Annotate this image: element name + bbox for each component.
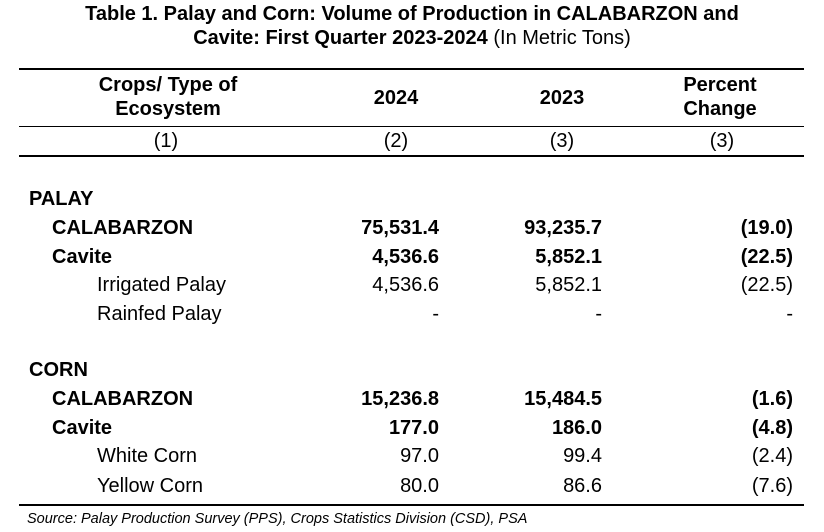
table-title-unit: (In Metric Tons) <box>487 27 631 49</box>
table-bottom-rule <box>19 504 804 506</box>
percent-change: (1.6) <box>751 388 793 410</box>
table-title-line2-bold: Cavite: First Quarter 2023-2024 <box>193 27 488 49</box>
column-header-percent-line1: Percent <box>683 74 757 96</box>
percent-change: (22.5) <box>740 246 793 268</box>
percent-change: - <box>786 303 793 325</box>
column-header-crops-line2: Ecosystem <box>115 98 221 120</box>
table-row: PALAY <box>0 185 824 213</box>
column-header-percent-change: Percent Change <box>660 73 780 121</box>
value-2024: 177.0 <box>388 417 439 439</box>
header-bottom-rule <box>19 155 804 157</box>
value-2023: 5,852.1 <box>535 274 602 296</box>
column-header-crops-line1: Crops/ Type of <box>98 74 238 96</box>
value-2024: - <box>432 303 439 325</box>
table-row: White Corn 97.0 99.4 (2.4) <box>0 442 824 470</box>
table-row: CALABARZON 15,236.8 15,484.5 (1.6) <box>0 385 824 413</box>
value-2023: 99.4 <box>563 445 602 467</box>
row-label: White Corn <box>97 445 198 467</box>
table-title-line2: Cavite: First Quarter 2023-2024 (In Metr… <box>0 26 824 50</box>
row-label: Rainfed Palay <box>97 303 222 325</box>
table-row: CORN <box>0 356 824 384</box>
table-row: CALABARZON 75,531.4 93,235.7 (19.0) <box>0 214 824 242</box>
row-label: PALAY <box>29 188 94 210</box>
table-row: Cavite 4,536.6 5,852.1 (22.5) <box>0 243 824 271</box>
table-row: Yellow Corn 80.0 86.6 (7.6) <box>0 472 824 500</box>
value-2024: 97.0 <box>400 445 439 467</box>
row-label: Cavite <box>52 246 113 268</box>
header-divider-rule <box>19 126 804 127</box>
table-row: Cavite 177.0 186.0 (4.8) <box>0 414 824 442</box>
value-2023: 86.6 <box>563 475 602 497</box>
column-number-3: (3) <box>549 130 575 152</box>
row-label: CORN <box>29 359 88 381</box>
value-2023: 15,484.5 <box>524 388 602 410</box>
table-top-rule <box>19 68 804 70</box>
column-header-2023: 2023 <box>539 87 585 109</box>
value-2024: 4,536.6 <box>372 274 439 296</box>
column-number-2: (2) <box>383 130 409 152</box>
percent-change: (22.5) <box>740 274 793 296</box>
percent-change: (2.4) <box>751 445 793 467</box>
table-row: Irrigated Palay 4,536.6 5,852.1 (22.5) <box>0 271 824 299</box>
row-label: CALABARZON <box>52 388 194 410</box>
percent-change: (7.6) <box>751 475 793 497</box>
row-label: Cavite <box>52 417 113 439</box>
row-label: Yellow Corn <box>97 475 203 497</box>
value-2023: 5,852.1 <box>535 246 602 268</box>
value-2024: 75,531.4 <box>361 217 439 239</box>
column-header-2024: 2024 <box>373 87 419 109</box>
column-header-crops: Crops/ Type of Ecosystem <box>58 73 278 121</box>
row-label: CALABARZON <box>52 217 194 239</box>
value-2023: - <box>595 303 602 325</box>
column-number-4: (3) <box>709 130 735 152</box>
column-header-percent-line2: Change <box>683 98 757 120</box>
value-2023: 93,235.7 <box>524 217 602 239</box>
percent-change: (4.8) <box>751 417 793 439</box>
value-2024: 80.0 <box>400 475 439 497</box>
source-note: Source: Palay Production Survey (PPS), C… <box>27 511 528 527</box>
percent-change: (19.0) <box>740 217 793 239</box>
value-2024: 4,536.6 <box>372 246 439 268</box>
value-2024: 15,236.8 <box>361 388 439 410</box>
table-title: Table 1. Palay and Corn: Volume of Produ… <box>0 2 824 50</box>
value-2023: 186.0 <box>551 417 602 439</box>
column-number-1: (1) <box>153 130 179 152</box>
row-label: Irrigated Palay <box>97 274 226 296</box>
table-title-line1: Table 1. Palay and Corn: Volume of Produ… <box>85 3 739 25</box>
table-row: Rainfed Palay - - - <box>0 300 824 328</box>
